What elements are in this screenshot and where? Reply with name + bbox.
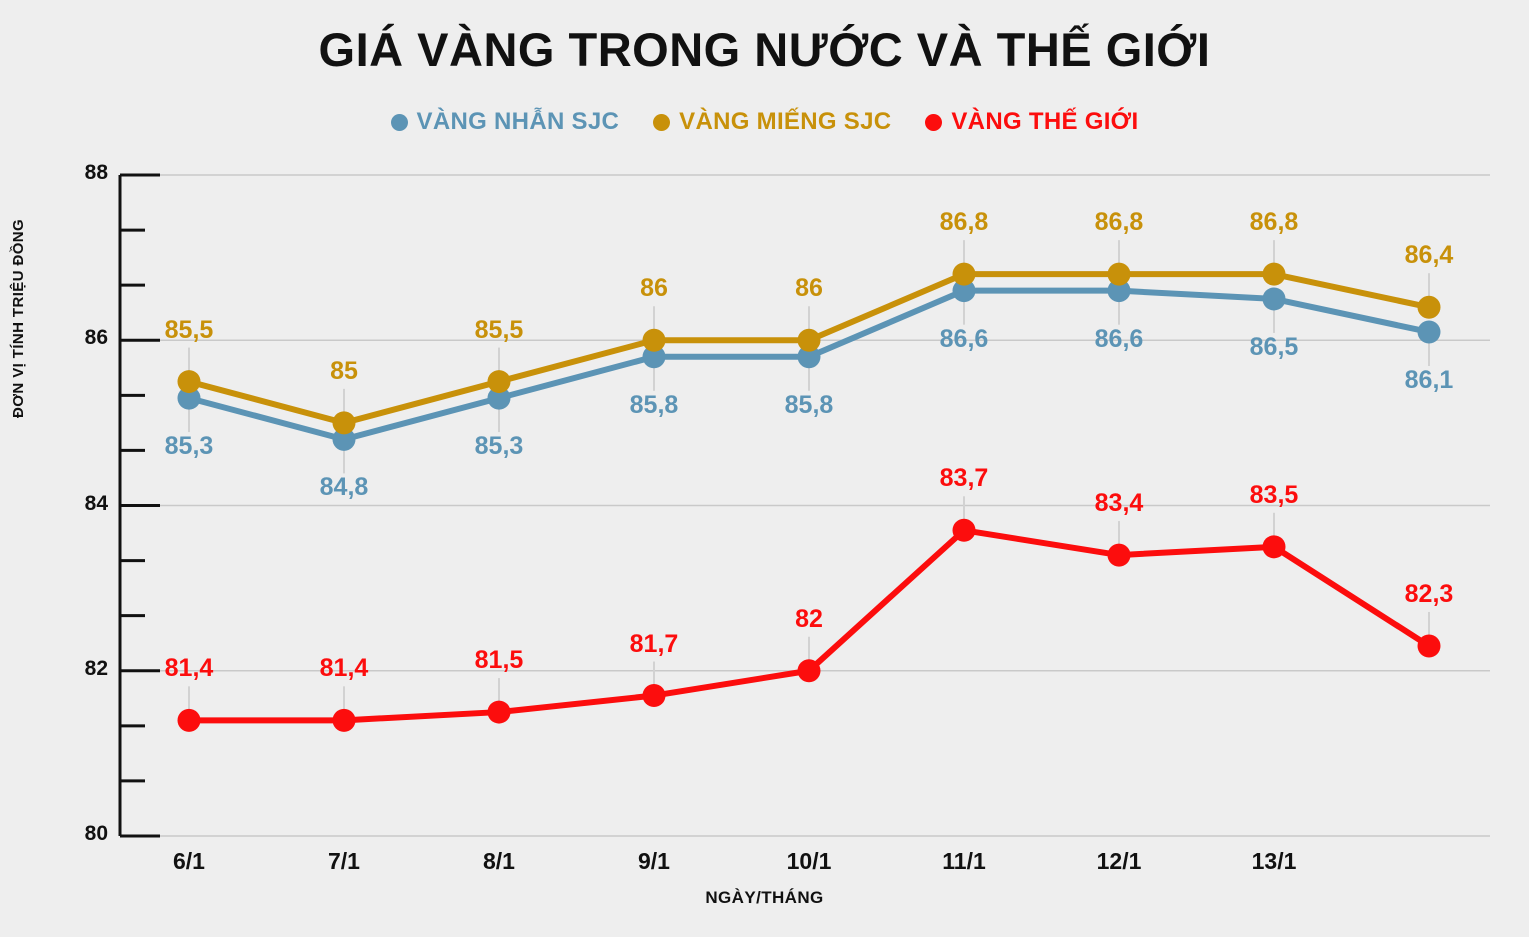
y-axis-tick-label: 82 [84, 656, 108, 680]
data-point-marker[interactable] [332, 708, 356, 732]
data-point-label: 85 [330, 356, 358, 385]
data-point-label: 81,4 [164, 654, 214, 683]
data-point-marker[interactable] [1107, 279, 1131, 303]
data-point-label: 86,6 [1094, 324, 1144, 353]
data-point-label: 86,8 [1094, 208, 1144, 237]
x-axis-tick-label: 12/1 [1096, 848, 1142, 874]
data-point-marker[interactable] [332, 427, 356, 451]
circle-marker-icon [390, 113, 408, 131]
data-point-label: 82,3 [1404, 579, 1454, 608]
x-axis-tick-label: 7/1 [328, 848, 360, 874]
legend-item[interactable]: VÀNG MIẾNG SJC [653, 108, 891, 136]
x-axis-title: NGÀY/THÁNG [705, 888, 824, 907]
data-point-label: 85,8 [629, 390, 679, 419]
data-point-marker[interactable] [1107, 262, 1131, 286]
data-point-label: 84,8 [319, 473, 369, 502]
data-point-label: 86,8 [939, 208, 989, 237]
x-axis-tick-label: 8/1 [483, 848, 515, 874]
legend-item[interactable]: VÀNG NHẪN SJC [390, 108, 620, 136]
data-point-marker[interactable] [797, 659, 821, 683]
data-point-label: 86,5 [1249, 332, 1299, 361]
y-axis-tick-label: 80 [84, 822, 108, 845]
x-axis-tick-label: 6/1 [173, 848, 205, 874]
data-point-marker[interactable] [642, 328, 666, 352]
x-axis-tick-label: 11/1 [942, 848, 986, 874]
data-point-marker[interactable] [487, 700, 511, 724]
data-point-label: 85,5 [474, 315, 524, 344]
data-point-marker[interactable] [487, 386, 511, 410]
data-point-label: 83,4 [1094, 489, 1144, 518]
data-point-label: 86 [640, 274, 668, 303]
data-point-label: 86 [795, 274, 823, 303]
data-point-marker[interactable] [177, 708, 201, 732]
legend-item-label: VÀNG NHẪN SJC [416, 108, 620, 135]
data-point-label: 83,5 [1249, 480, 1299, 509]
data-point-marker[interactable] [952, 279, 976, 303]
data-point-marker[interactable] [642, 684, 666, 708]
y-axis-tick-label: 86 [84, 326, 108, 350]
data-point-marker[interactable] [952, 518, 976, 542]
chart-title: GIÁ VÀNG TRONG NƯỚC VÀ THẾ GIỚI [318, 23, 1211, 76]
data-point-label: 85,8 [784, 390, 834, 419]
data-point-label: 86,6 [939, 324, 989, 353]
circle-marker-icon [653, 113, 671, 131]
data-point-marker[interactable] [177, 370, 201, 394]
data-point-label: 81,4 [319, 654, 369, 683]
legend-item[interactable]: VÀNG THẾ GIỚI [925, 108, 1138, 136]
data-point-marker[interactable] [487, 370, 511, 394]
data-point-marker[interactable] [1107, 543, 1131, 567]
data-point-marker[interactable] [177, 386, 201, 410]
y-axis-tick-label: 84 [84, 491, 108, 515]
data-point-marker[interactable] [1417, 320, 1441, 344]
data-point-marker[interactable] [797, 345, 821, 369]
data-point-label: 83,7 [939, 464, 989, 493]
data-point-label: 82 [795, 604, 823, 633]
data-point-label: 85,3 [164, 432, 214, 461]
data-point-label: 85,3 [474, 432, 524, 461]
data-point-label: 86,1 [1404, 365, 1454, 394]
data-point-label: 85,5 [164, 315, 214, 344]
y-axis-tick-label: 88 [84, 161, 108, 184]
legend-item-label: VÀNG THẾ GIỚI [951, 108, 1139, 135]
circle-marker-icon [925, 113, 943, 131]
data-point-marker[interactable] [797, 328, 821, 352]
data-point-marker[interactable] [642, 345, 666, 369]
data-point-marker[interactable] [1262, 262, 1286, 286]
data-point-label: 86,4 [1404, 241, 1454, 270]
x-axis-tick-label: 9/1 [638, 848, 670, 874]
data-point-marker[interactable] [1262, 287, 1286, 311]
x-axis-tick-label: 13/1 [1251, 848, 1297, 874]
data-point-marker[interactable] [1262, 535, 1286, 559]
data-point-marker[interactable] [1417, 634, 1441, 658]
x-axis-tick-label: 10/1 [786, 848, 832, 874]
chart-legend: VÀNG NHẪN SJC VÀNG MIẾNG SJC VÀNG THẾ GIỚI [0, 108, 1529, 136]
data-point-marker[interactable] [332, 411, 356, 435]
data-point-marker[interactable] [952, 262, 976, 286]
data-point-label: 86,8 [1249, 208, 1299, 237]
data-point-label: 81,5 [474, 646, 524, 675]
legend-item-label: VÀNG MIẾNG SJC [679, 108, 892, 135]
data-point-marker[interactable] [1417, 295, 1441, 319]
data-point-label: 81,7 [629, 629, 679, 658]
